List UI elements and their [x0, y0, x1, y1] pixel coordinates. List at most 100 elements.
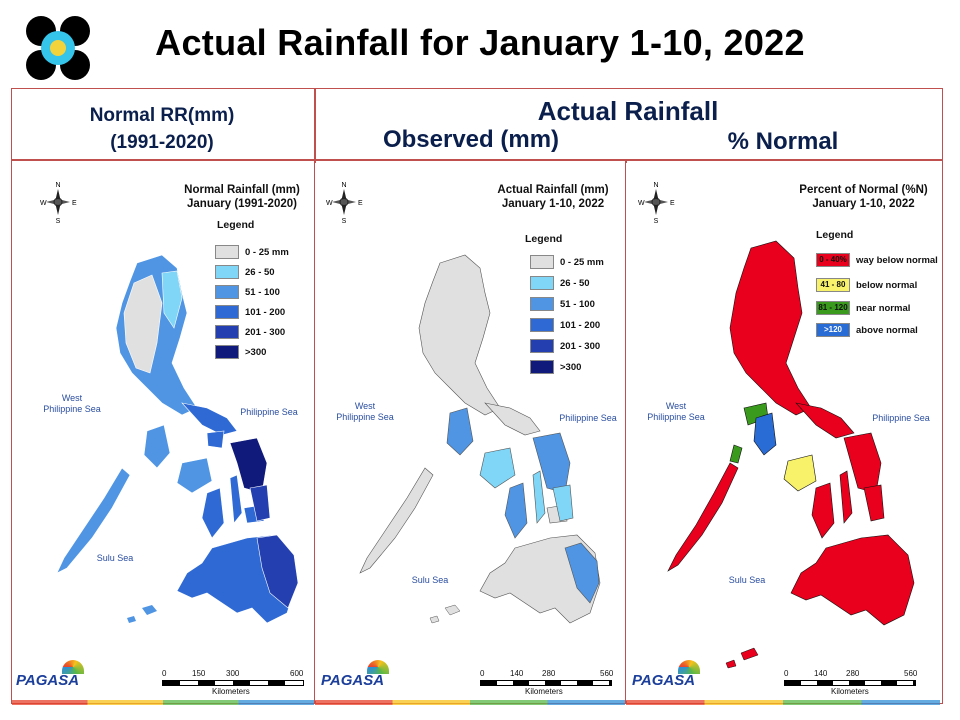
palawan-island: [359, 467, 434, 574]
panel1-title-line2: January (1991-2020): [187, 198, 297, 210]
actual-rainfall-header: Actual Rainfall: [537, 96, 719, 126]
pagasa-wordmark: PAGASA: [321, 672, 385, 689]
normal-period-label: (1991-2020): [110, 132, 214, 153]
legend-label: above normal: [856, 324, 918, 336]
luzon-dry-core: [123, 274, 163, 374]
sulu-sea-label: Sulu Sea: [96, 553, 134, 563]
scale-tick: 150: [192, 669, 206, 678]
compass-w: W: [638, 200, 645, 207]
legend-item: 0 - 25 mm: [215, 245, 289, 259]
legend-swatch: [530, 297, 554, 311]
scale-unit: Kilometers: [525, 687, 563, 696]
palawan-north: [729, 444, 743, 464]
sulu-islands: [725, 647, 759, 669]
legend-label: 101 - 200: [245, 306, 286, 318]
compass-s: S: [342, 218, 347, 224]
compass-rose-icon: N S W E: [326, 182, 363, 224]
footer-color-strip: [626, 700, 940, 705]
panel3-title: Percent of Normal (%N) January 1-10, 202…: [791, 183, 936, 211]
legend-item: 201 - 300: [215, 325, 285, 339]
legend-label: 0 - 25 mm: [245, 246, 289, 258]
legend-label: 51 - 100: [245, 286, 280, 298]
mindanao-east-wet: [564, 542, 600, 604]
compass-n: N: [341, 182, 346, 189]
normal-rr-label: Normal RR(mm): [89, 105, 235, 126]
scale-tick: 280: [542, 669, 556, 678]
scale-tick: 300: [226, 669, 240, 678]
scale-tick: 560: [904, 669, 918, 678]
mindoro-island: [753, 412, 777, 456]
legend-item: 201 - 300: [530, 339, 600, 353]
legend-item: 51 - 100: [215, 285, 280, 299]
umbrella-icon: [367, 660, 389, 674]
compass-rose-icon: N S W E: [638, 182, 675, 224]
legend-label: below normal: [856, 279, 918, 291]
cebu-island: [532, 470, 546, 524]
legend-label: >300: [560, 361, 582, 373]
luzon-region: [729, 240, 812, 416]
mindoro-island: [446, 407, 474, 456]
legend-swatch: 0 - 40%: [816, 253, 850, 267]
legend-label: way below normal: [856, 254, 938, 266]
philippine-sea-label: Philippine Sea: [872, 413, 930, 423]
scale-tick: 140: [814, 669, 828, 678]
legend-item: 26 - 50: [530, 276, 590, 290]
masbate-island: [206, 430, 225, 449]
umbrella-icon: [678, 660, 700, 674]
scale-tick: 600: [290, 669, 304, 678]
legend-label: 201 - 300: [560, 340, 601, 352]
legend-swatch: >120: [816, 323, 850, 337]
pagasa-wordmark: PAGASA: [16, 672, 80, 689]
legend-item: 51 - 100: [530, 297, 595, 311]
legend-item: >300: [530, 360, 581, 374]
legend-swatch: [530, 339, 554, 353]
compass-e: E: [670, 200, 675, 207]
observed-header: Observed (mm): [382, 126, 560, 153]
panel1-title-line1: Normal Rainfall (mm): [184, 184, 300, 196]
legend-swatch: [215, 345, 239, 359]
bicol-region: [181, 402, 238, 436]
panel1-title: Normal Rainfall (mm) January (1991-2020): [172, 183, 312, 211]
compass-w: W: [40, 200, 47, 207]
panay-island: [783, 454, 817, 492]
legend-item: 101 - 200: [215, 305, 285, 319]
mindanao-east-wet: [256, 534, 299, 609]
samar-island: [843, 432, 882, 494]
pagasa-wordmark: PAGASA: [632, 672, 696, 689]
legend-swatch: [215, 285, 239, 299]
legend-swatch: 41 - 80: [816, 278, 850, 292]
legend-item: 0 - 40% way below normal: [816, 253, 938, 267]
pagasa-logo: PAGASA: [632, 660, 707, 694]
leyte-island: [249, 484, 271, 522]
luzon-east-wet: [161, 270, 183, 329]
panel3-legend-title: Legend: [816, 229, 854, 241]
actual-rainfall-map: Actual Rainfall (mm) January 1-10, 2022 …: [315, 163, 625, 701]
percent-normal-map: Percent of Normal (%N) January 1-10, 202…: [626, 163, 940, 701]
legend-swatch: [215, 265, 239, 279]
dost-seal-logo: [24, 14, 92, 82]
panel2-title-line1: Actual Rainfall (mm): [497, 184, 609, 196]
legend-swatch: [530, 276, 554, 290]
panel3-title-line1: Percent of Normal (%N): [799, 184, 928, 196]
legend-label: 51 - 100: [560, 298, 595, 310]
scale-tick: 280: [846, 669, 860, 678]
legend-label: near normal: [856, 302, 911, 314]
umbrella-icon: [62, 660, 84, 674]
legend-label: 201 - 300: [245, 326, 286, 338]
panel2-title-line2: January 1-10, 2022: [501, 198, 605, 210]
normal-rr-header: Normal RR(mm) (1991-2020): [12, 102, 312, 156]
legend-swatch: [530, 318, 554, 332]
cebu-island: [839, 470, 853, 524]
compass-n: N: [55, 182, 60, 189]
legend-item: 101 - 200: [530, 318, 600, 332]
legend-label: >300: [245, 346, 267, 358]
legend-swatch: [530, 360, 554, 374]
sulu-sea-label: Sulu Sea: [728, 575, 766, 585]
compass-rose-icon: N S W E: [40, 182, 77, 224]
palawan-island: [56, 467, 131, 574]
scale-tick: 0: [162, 669, 167, 678]
scale-tick: 560: [600, 669, 614, 678]
scale-tick: 0: [480, 669, 485, 678]
compass-e: E: [358, 200, 363, 207]
legend-label: 26 - 50: [245, 266, 275, 278]
